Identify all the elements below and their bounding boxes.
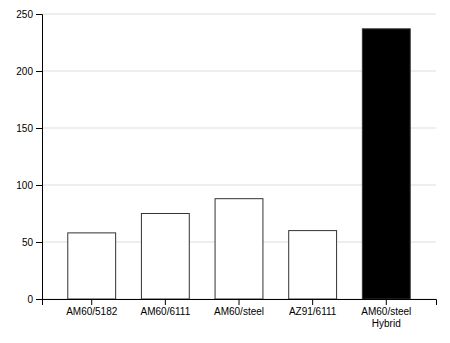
tick-label: AM60/6111 — [141, 306, 191, 317]
tick-label-line: AM60/steel — [361, 306, 411, 317]
y-axis: 0 50 100 150 200 250 — [16, 9, 42, 305]
x-axis: AM60/5182 AM60/6111 AM60/steel AZ91/6111 AM6… — [43, 299, 437, 329]
bar — [215, 199, 263, 299]
tick-mark — [36, 14, 42, 15]
tick-mark — [239, 299, 240, 305]
tick-label: AM60/steel — [214, 306, 264, 317]
tick-mark — [36, 185, 42, 186]
grid-line — [42, 14, 436, 15]
tick: 100 — [16, 180, 42, 191]
tick: 50 — [22, 237, 42, 248]
tick-label: 200 — [16, 66, 33, 77]
tick-mark — [165, 299, 166, 305]
tick: AZ91/6111 — [289, 299, 337, 317]
bar — [141, 214, 189, 300]
tick: 200 — [16, 66, 42, 77]
tick: 0 — [27, 294, 42, 305]
tick: AM60/steelHybrid — [361, 299, 411, 329]
tick: AM60/steel — [214, 299, 264, 317]
plot: 0 50 100 150 200 250 AM60/5182 AM60/6111 AM60/st… — [16, 9, 436, 329]
tick-label-line: AM60/6111 — [141, 306, 191, 317]
tick-mark — [36, 242, 42, 243]
tick-label: AZ91/6111 — [289, 306, 337, 317]
tick-mark — [386, 299, 387, 305]
tick-label: AM60/5182 — [66, 306, 118, 317]
tick-label-line: Hybrid — [372, 318, 401, 329]
tick-label: 100 — [16, 180, 33, 191]
bars — [68, 29, 410, 299]
tick-label: 150 — [16, 123, 33, 134]
chart: 0 50 100 150 200 250 AM60/5182 AM60/6111 AM60/st… — [0, 0, 450, 343]
tick-mark — [36, 299, 42, 300]
tick: AM60/5182 — [66, 299, 118, 317]
grid — [42, 14, 436, 299]
axis-line — [43, 300, 437, 306]
tick-label: 250 — [16, 9, 33, 20]
tick-label-line: AM60/steel — [214, 306, 264, 317]
tick-label: 50 — [22, 237, 34, 248]
tick-label: 0 — [27, 294, 33, 305]
tick: AM60/6111 — [141, 299, 191, 317]
tick-mark — [36, 71, 42, 72]
tick-mark — [91, 299, 92, 305]
tick: 150 — [16, 123, 42, 134]
tick-mark — [36, 128, 42, 129]
tick-label: AM60/steelHybrid — [361, 306, 411, 329]
bar — [289, 231, 337, 299]
axis-line — [36, 15, 43, 300]
tick: 250 — [16, 9, 42, 20]
tick-mark — [312, 299, 313, 305]
tick-label-line: AM60/5182 — [66, 306, 118, 317]
bar — [362, 29, 410, 299]
bar — [68, 233, 116, 299]
tick-label-line: AZ91/6111 — [289, 306, 337, 317]
